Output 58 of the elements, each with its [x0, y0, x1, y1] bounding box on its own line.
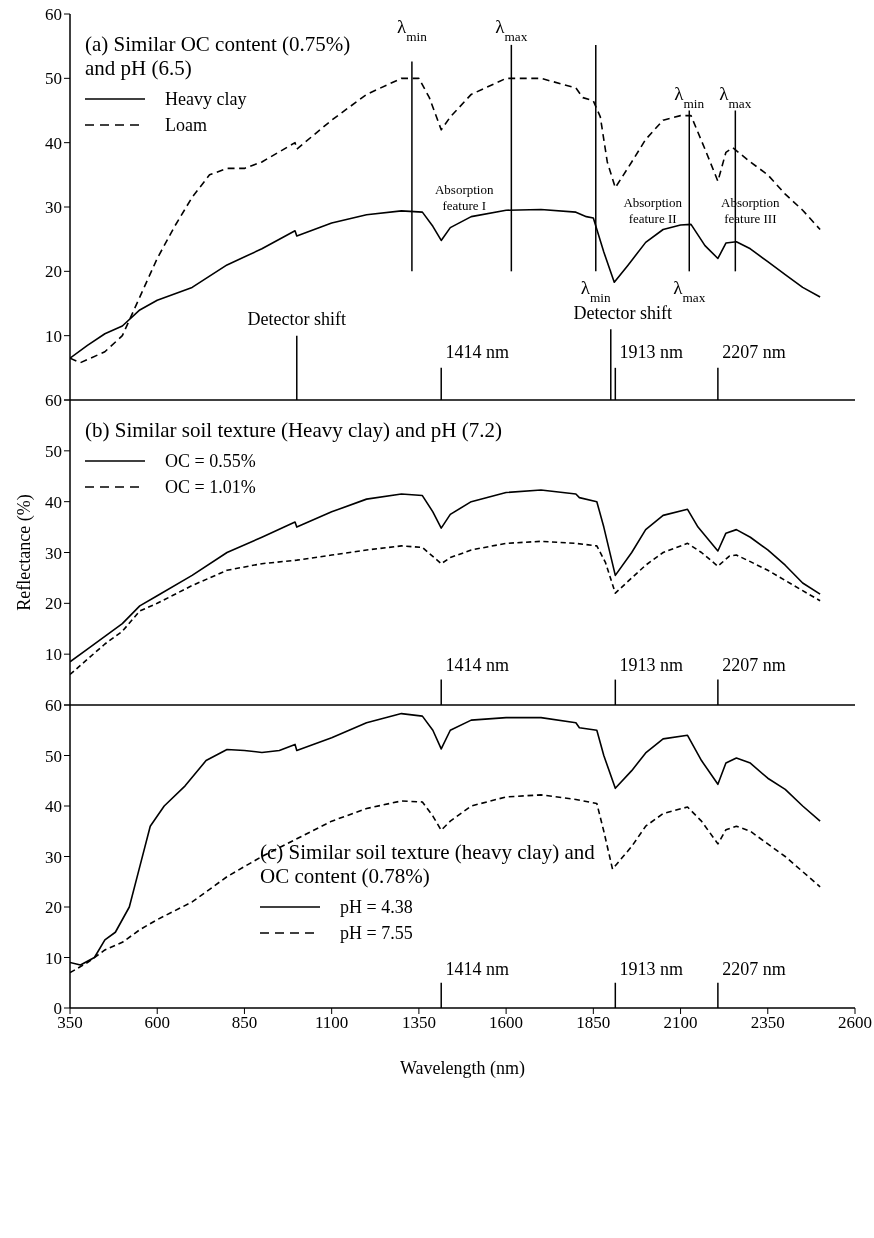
- y-tick-label: 10: [45, 948, 62, 968]
- y-tick-label: 30: [45, 198, 62, 218]
- text: (b) Similar soil texture (Heavy clay) and pH (7.2): [85, 418, 503, 442]
- legend-label: OC = 0.55%: [165, 450, 256, 472]
- x-tick-label: 1850: [576, 1013, 611, 1033]
- x-axis-title: Wavelength (nm): [399, 1058, 526, 1079]
- x-tick-label: 2100: [663, 1013, 698, 1033]
- ref-line-label: 2207 nm: [722, 958, 786, 979]
- legend-label: Heavy clay: [165, 88, 247, 110]
- ref-line-label: Detector shift: [247, 309, 347, 330]
- ref-line-label: 1913 nm: [619, 958, 684, 979]
- ref-line-label: 2207 nm: [722, 341, 786, 362]
- x-tick-label: 2600: [838, 1013, 872, 1033]
- ref-line-label: 1414 nm: [445, 958, 509, 979]
- ref-line-label: Detector shift: [573, 302, 673, 323]
- annotation: λ$_{min}$: [396, 16, 428, 44]
- legend-label: OC = 1.01%: [165, 476, 256, 498]
- x-tick-label: 1600: [489, 1013, 524, 1033]
- ref-line-label: 2207 nm: [722, 655, 786, 676]
- x-tick-label: 350: [57, 1013, 83, 1033]
- legend-label: pH = 4.38: [340, 896, 413, 918]
- y-tick-label: 50: [45, 746, 62, 766]
- x-tick-label: 850: [231, 1013, 258, 1033]
- annotation: λ$_{min}$: [674, 82, 705, 111]
- y-tick-label: 30: [45, 847, 62, 867]
- y-tick-label: 10: [45, 645, 62, 665]
- x-tick-label: 1350: [401, 1013, 436, 1033]
- ref-line-label: 1913 nm: [619, 341, 684, 362]
- y-tick-label: 60: [45, 391, 62, 411]
- y-axis-title: Reflectance (%): [14, 494, 35, 611]
- y-tick-label: 50: [45, 69, 62, 89]
- annotation: λ$_{max}$: [673, 277, 706, 305]
- annotation: Absorption feature II: [623, 195, 683, 226]
- y-tick-label: 60: [45, 5, 62, 25]
- y-tick-label: 40: [45, 133, 62, 153]
- y-tick-label: 20: [45, 898, 62, 918]
- x-tick-label: 1100: [314, 1013, 349, 1033]
- ref-line-label: 1414 nm: [445, 655, 509, 676]
- legend-label: pH = 7.55: [340, 922, 413, 944]
- legend-label: Loam: [165, 114, 207, 136]
- y-tick-label: 50: [45, 441, 62, 461]
- ref-line-label: 1414 nm: [445, 341, 509, 362]
- annotation: λ$_{min}$: [580, 277, 612, 305]
- y-tick-label: 40: [45, 797, 62, 817]
- y-tick-label: 20: [45, 594, 62, 614]
- y-tick-label: 60: [45, 696, 62, 716]
- annotation: Absorption feature I: [434, 182, 494, 214]
- y-tick-label: 40: [45, 492, 62, 512]
- text: (c) Similar soil texture (heavy clay) and OC content (0.78%): [260, 840, 596, 888]
- annotation: λ$_{max}$: [495, 16, 528, 44]
- x-tick-label: 600: [144, 1013, 170, 1033]
- y-tick-label: 10: [45, 326, 62, 346]
- y-tick-label: 20: [45, 262, 62, 282]
- text: (a) Similar OC content (0.75%) and pH (6.5): [85, 32, 352, 80]
- ref-line-label: 1913 nm: [619, 655, 684, 676]
- annotation: λ$_{max}$: [719, 82, 752, 111]
- x-tick-label: 2350: [750, 1013, 785, 1033]
- y-tick-label: 30: [45, 543, 62, 563]
